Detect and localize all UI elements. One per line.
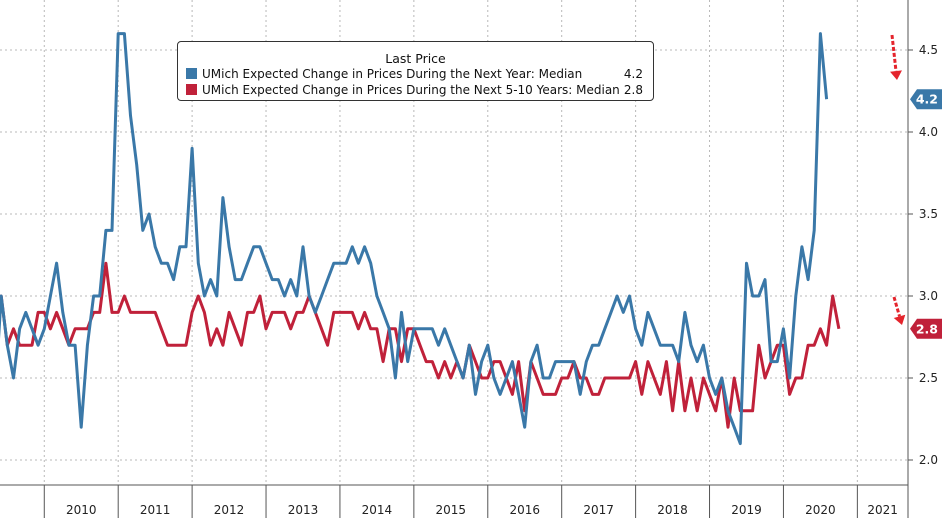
legend-swatch-next-year [186,68,197,79]
last-value-marker-5-10-years: 2.8 [910,318,942,339]
trend-arrows [890,34,906,325]
y-tick-label-4.5: 4.5 [919,43,938,57]
legend-value-next-year: 4.2 [623,67,643,81]
legend-item-5-10-years: UMich Expected Change in Prices During t… [186,82,645,98]
x-tick-label-2019: 2019 [731,503,762,517]
y-tick-label-2.0: 2.0 [919,453,938,467]
trend-arrow-down-next-year-shaft [890,34,898,72]
last-value-markers: 4.2 2.8 [910,89,942,339]
legend: Last Price UMich Expected Change in Pric… [177,41,654,101]
x-tick-label-2012: 2012 [214,503,245,517]
legend-item-next-year: UMich Expected Change in Prices During t… [186,66,645,82]
series-line-5-10-years [0,261,841,429]
x-axis-band [0,485,942,518]
last-value-marker-5-10-years-label: 2.8 [916,321,938,336]
x-tick-label-2020: 2020 [805,503,836,517]
last-value-marker-5-10-years-shape [910,318,942,339]
trend-arrow-down-next-year-head [890,70,902,80]
x-tick-label-2011: 2011 [140,503,171,517]
legend-value-5-10-years: 2.8 [623,83,643,97]
x-tick-label-2014: 2014 [362,503,393,517]
y-tick-label-3.5: 3.5 [919,207,938,221]
legend-title: Last Price [385,51,446,66]
x-tick-label-2013: 2013 [288,503,319,517]
y-tick-label-2.5: 2.5 [919,371,938,385]
x-tick-label-2016: 2016 [509,503,540,517]
x-tick-label-2021: 2021 [867,503,898,517]
x-tick-label-2010: 2010 [66,503,97,517]
trend-arrow-down-5-10-years-head [893,314,906,325]
x-tick-label-2015: 2015 [436,503,467,517]
y-tick-label-3.0: 3.0 [919,289,938,303]
trend-arrow-down-5-10-years [892,296,906,325]
last-value-marker-next-year-label: 4.2 [916,92,938,107]
legend-label-next-year: UMich Expected Change in Prices During t… [202,67,583,81]
legend-label-5-10-years: UMich Expected Change in Prices During t… [202,83,620,97]
x-tick-label-2018: 2018 [657,503,688,517]
series-lines [0,32,841,446]
y-axis: 2.0 2.5 3.0 3.5 4.0 4.5 [908,43,938,467]
last-value-marker-next-year: 4.2 [910,89,942,110]
last-value-marker-next-year-shape [910,89,942,110]
trend-arrow-down-next-year [890,34,902,80]
y-tick-label-4.0: 4.0 [919,125,938,139]
x-tick-label-2017: 2017 [583,503,614,517]
legend-swatch-5-10-years [186,84,197,95]
trend-arrow-down-5-10-years-shaft [892,296,901,317]
series-line-next-year [0,32,829,446]
